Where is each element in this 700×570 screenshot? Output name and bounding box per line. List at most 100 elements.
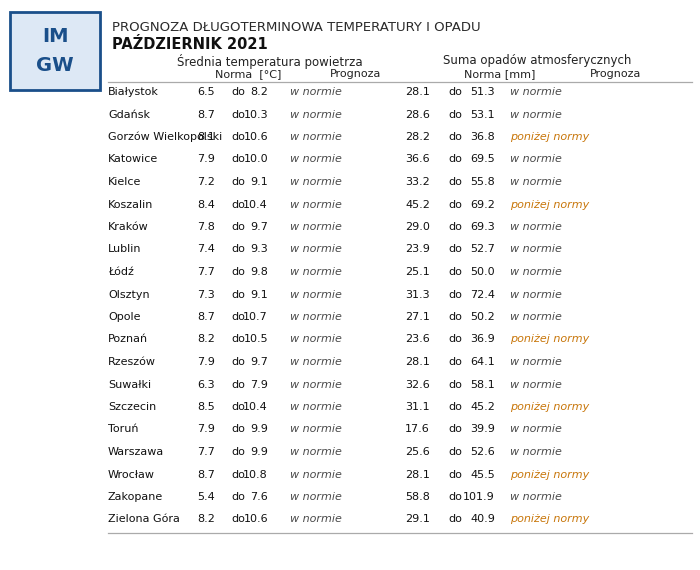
Text: 8.2: 8.2 (197, 515, 215, 524)
Text: w normie: w normie (510, 380, 562, 389)
Text: 8.7: 8.7 (197, 109, 215, 120)
Text: 36.8: 36.8 (470, 132, 495, 142)
Text: GW: GW (36, 55, 74, 75)
Text: do: do (448, 109, 462, 120)
Text: do: do (231, 447, 245, 457)
Text: w normie: w normie (510, 177, 562, 187)
Text: do: do (448, 335, 462, 344)
Text: do: do (231, 200, 245, 210)
Text: 69.3: 69.3 (470, 222, 495, 232)
Text: 31.3: 31.3 (405, 290, 430, 299)
Text: 50.0: 50.0 (470, 267, 495, 277)
Text: Szczecin: Szczecin (108, 402, 156, 412)
Text: 58.1: 58.1 (470, 380, 495, 389)
Text: do: do (448, 425, 462, 434)
Text: do: do (231, 267, 245, 277)
Text: do: do (231, 109, 245, 120)
Text: w normie: w normie (290, 222, 342, 232)
Text: 27.1: 27.1 (405, 312, 430, 322)
Text: Białystok: Białystok (108, 87, 159, 97)
Text: w normie: w normie (290, 447, 342, 457)
Text: Kraków: Kraków (108, 222, 148, 232)
Text: 51.3: 51.3 (470, 87, 495, 97)
Text: Kielce: Kielce (108, 177, 141, 187)
Text: do: do (231, 154, 245, 165)
Text: w normie: w normie (290, 335, 342, 344)
Text: do: do (231, 402, 245, 412)
Text: w normie: w normie (510, 447, 562, 457)
Text: w normie: w normie (290, 470, 342, 479)
Text: 8.2: 8.2 (250, 87, 268, 97)
Text: 9.1: 9.1 (251, 290, 268, 299)
Text: w normie: w normie (510, 492, 562, 502)
Text: do: do (231, 425, 245, 434)
Text: w normie: w normie (510, 357, 562, 367)
Text: 23.9: 23.9 (405, 245, 430, 254)
Text: 32.6: 32.6 (405, 380, 430, 389)
Text: 28.2: 28.2 (405, 132, 430, 142)
Text: IM: IM (42, 27, 69, 47)
Text: 10.6: 10.6 (244, 515, 268, 524)
Text: w normie: w normie (290, 177, 342, 187)
Text: 7.2: 7.2 (197, 177, 215, 187)
Text: 31.1: 31.1 (405, 402, 430, 412)
Text: 69.5: 69.5 (470, 154, 495, 165)
Text: 33.2: 33.2 (405, 177, 430, 187)
Text: do: do (231, 132, 245, 142)
Text: w normie: w normie (510, 267, 562, 277)
Text: 10.4: 10.4 (244, 200, 268, 210)
Bar (10, 12, 100, 90)
Text: w normie: w normie (510, 87, 562, 97)
Text: w normie: w normie (290, 132, 342, 142)
Text: 8.4: 8.4 (197, 200, 215, 210)
Text: 7.7: 7.7 (197, 267, 215, 277)
Text: 39.9: 39.9 (470, 425, 495, 434)
Text: Gorzów Wielkopolski: Gorzów Wielkopolski (108, 132, 223, 142)
Text: 10.3: 10.3 (244, 109, 268, 120)
Text: poniżej normy: poniżej normy (510, 515, 589, 524)
Text: 45.2: 45.2 (470, 402, 495, 412)
Text: 10.0: 10.0 (244, 154, 268, 165)
Text: 10.8: 10.8 (244, 470, 268, 479)
Text: do: do (448, 290, 462, 299)
Text: PAŹDZIERNIK 2021: PAŹDZIERNIK 2021 (112, 37, 267, 52)
Text: w normie: w normie (510, 154, 562, 165)
Text: do: do (231, 245, 245, 254)
Text: do: do (448, 245, 462, 254)
Text: w normie: w normie (510, 109, 562, 120)
Text: 7.6: 7.6 (251, 492, 268, 502)
Text: Olsztyn: Olsztyn (108, 290, 150, 299)
Text: do: do (448, 492, 462, 502)
Text: w normie: w normie (290, 245, 342, 254)
Text: 5.4: 5.4 (197, 492, 215, 502)
Text: 72.4: 72.4 (470, 290, 495, 299)
Text: 7.8: 7.8 (197, 222, 215, 232)
Text: Wrocław: Wrocław (108, 470, 155, 479)
Text: Prognoza: Prognoza (590, 69, 641, 79)
Text: do: do (448, 470, 462, 479)
Text: 52.7: 52.7 (470, 245, 495, 254)
Text: do: do (448, 357, 462, 367)
Text: do: do (231, 312, 245, 322)
Text: do: do (448, 312, 462, 322)
Text: 6.3: 6.3 (197, 380, 215, 389)
Text: 69.2: 69.2 (470, 200, 495, 210)
Text: 9.9: 9.9 (250, 447, 268, 457)
Text: 7.9: 7.9 (250, 380, 268, 389)
Text: do: do (231, 492, 245, 502)
Text: do: do (448, 380, 462, 389)
Text: 6.5: 6.5 (197, 87, 215, 97)
Text: do: do (448, 515, 462, 524)
Text: 52.6: 52.6 (470, 447, 495, 457)
Text: 8.1: 8.1 (197, 132, 215, 142)
Text: 25.6: 25.6 (405, 447, 430, 457)
Text: 7.9: 7.9 (197, 425, 215, 434)
Text: 7.9: 7.9 (197, 357, 215, 367)
Text: w normie: w normie (290, 267, 342, 277)
Text: 9.8: 9.8 (250, 267, 268, 277)
Text: do: do (231, 470, 245, 479)
Text: do: do (231, 222, 245, 232)
Text: 9.7: 9.7 (250, 222, 268, 232)
Text: 64.1: 64.1 (470, 357, 495, 367)
Text: 40.9: 40.9 (470, 515, 495, 524)
